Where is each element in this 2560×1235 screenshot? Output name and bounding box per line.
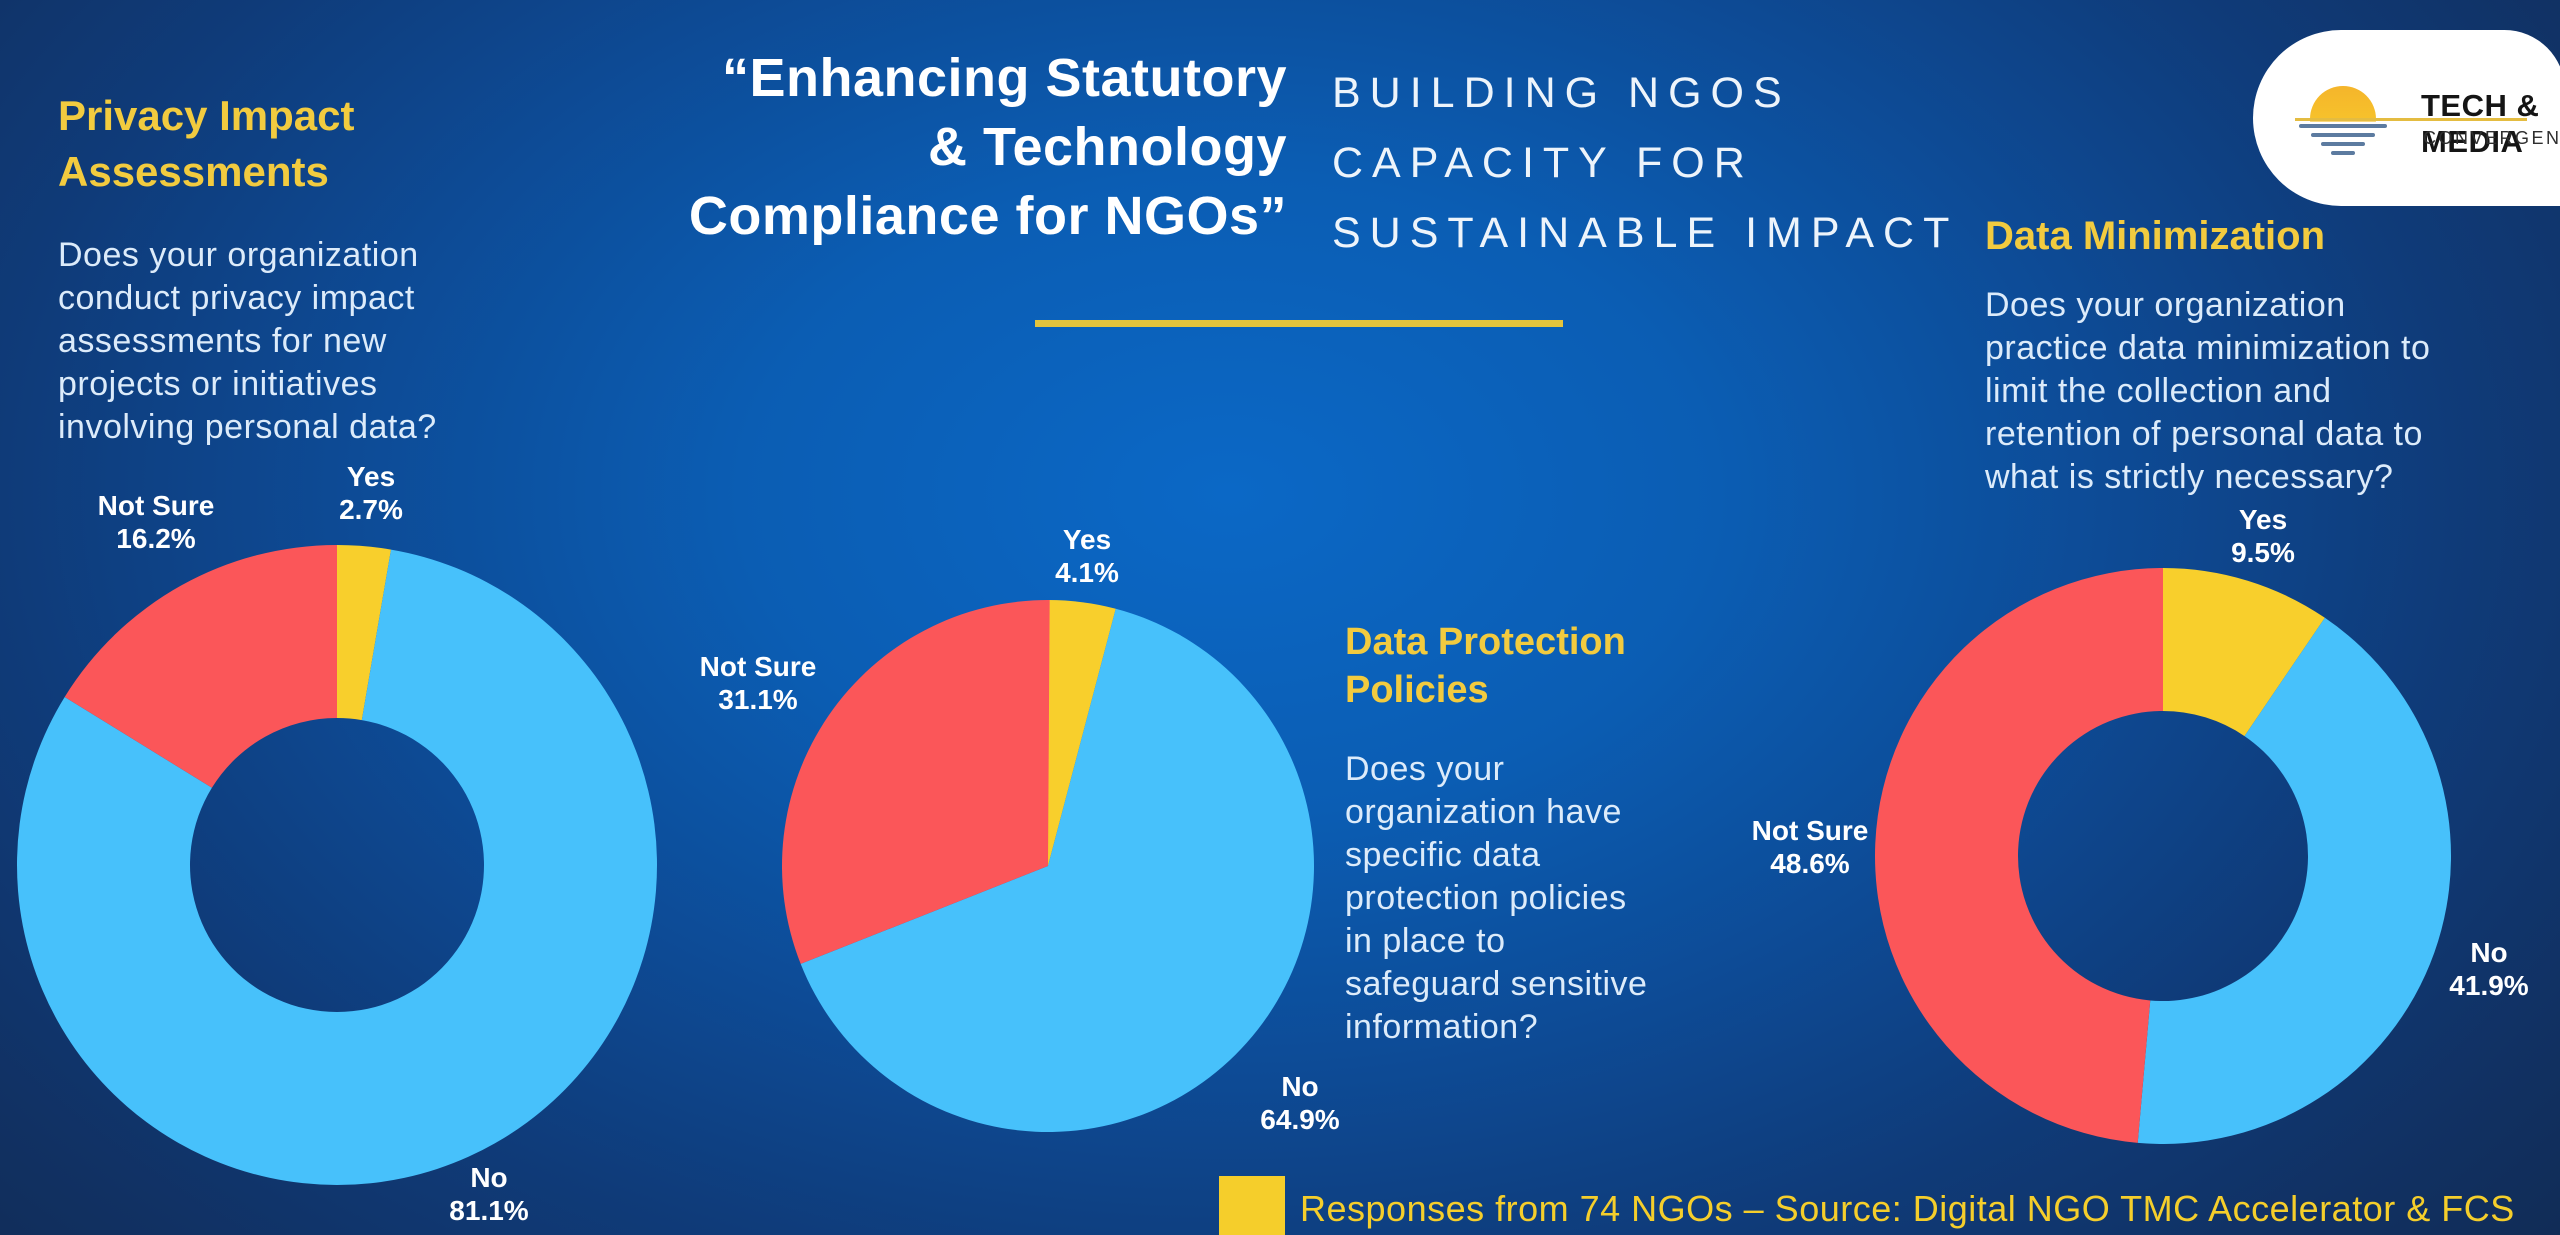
center-panel-question: Does your organization have specific dat… (1345, 750, 1648, 1046)
slice-label-yes: Yes 4.1% (967, 523, 1207, 589)
slice-pct: 48.6% (1770, 848, 1850, 879)
pie-slice-yes (337, 545, 392, 721)
slice-name: No (2470, 937, 2508, 968)
logo-subname-text: CONVERGENCY (2423, 128, 2560, 148)
slice-name: Not Sure (699, 651, 817, 682)
page-title: “Enhancing Statutory & Technology Compli… (688, 48, 1287, 246)
slice-pct: 9.5% (2231, 537, 2295, 568)
horizon-line (2295, 118, 2527, 121)
slice-pct: 81.1% (449, 1195, 529, 1226)
slice-pct: 4.1% (1055, 557, 1119, 588)
pie-slice-yes (1048, 600, 1116, 866)
slice-pct: 2.7% (339, 494, 403, 525)
left-panel-question: Does your organization conduct privacy i… (58, 236, 437, 446)
slice-name: No (1281, 1071, 1319, 1102)
center-panel-title: Data Protection Policies (1345, 621, 1626, 711)
slice-label-no: No 81.1% (369, 1161, 609, 1227)
slice-label-not-sure: Not Sure 16.2% (36, 489, 276, 555)
pie-slice-no (800, 608, 1314, 1132)
footer-source-text: Responses from 74 NGOs – Source: Digital… (1300, 1188, 2515, 1235)
water-ripples-icon (2299, 124, 2387, 160)
slice-pct: 31.1% (718, 684, 798, 715)
slice-name: Yes (1062, 524, 1112, 555)
title-underline (1035, 320, 1563, 327)
slice-name: Yes (346, 461, 396, 492)
pie-slice-no (17, 549, 657, 1185)
left-panel-title: Privacy Impact Assessments (58, 92, 355, 195)
slice-name: Yes (2238, 504, 2288, 535)
pie-slice-yes (2163, 568, 2325, 737)
slice-label-yes: Yes 2.7% (251, 460, 491, 526)
brand-logo: TECH & MEDIA CONVERGENCYTMC (2253, 30, 2560, 206)
page-subtitle: BUILDING NGOS CAPACITY FOR SUSTAINABLE I… (1332, 69, 1959, 257)
data-minimization-donut-chart (1875, 568, 2451, 1144)
pie-slice-not-sure (1875, 568, 2163, 1143)
slice-label-not-sure: Not Sure 31.1% (638, 650, 878, 716)
right-panel-question: Does your organization practice data min… (1985, 286, 2431, 496)
pie-slice-no (2137, 617, 2451, 1144)
right-panel-title: Data Minimization (1985, 214, 2326, 258)
privacy-impact-donut-chart (17, 545, 657, 1185)
slice-name: No (470, 1162, 508, 1193)
slice-label-no: No 64.9% (1180, 1070, 1420, 1136)
data-protection-pie-chart (782, 600, 1314, 1132)
slice-name: Not Sure (1751, 815, 1869, 846)
slice-pct: 41.9% (2449, 970, 2529, 1001)
logo-name: TECH & MEDIA (2421, 88, 2540, 159)
slice-label-no: No 41.9% (2369, 936, 2560, 1002)
slice-name: Not Sure (97, 490, 215, 521)
pie-slice-not-sure (782, 600, 1050, 964)
slice-label-yes: Yes 9.5% (2143, 503, 2383, 569)
slice-pct: 16.2% (116, 523, 196, 554)
slice-label-not-sure: Not Sure 48.6% (1690, 814, 1930, 880)
logo-subname: CONVERGENCYTMC (2423, 128, 2560, 149)
footer-legend-swatch (1219, 1176, 1285, 1235)
slice-pct: 64.9% (1260, 1104, 1340, 1135)
pie-slice-not-sure (64, 545, 337, 788)
